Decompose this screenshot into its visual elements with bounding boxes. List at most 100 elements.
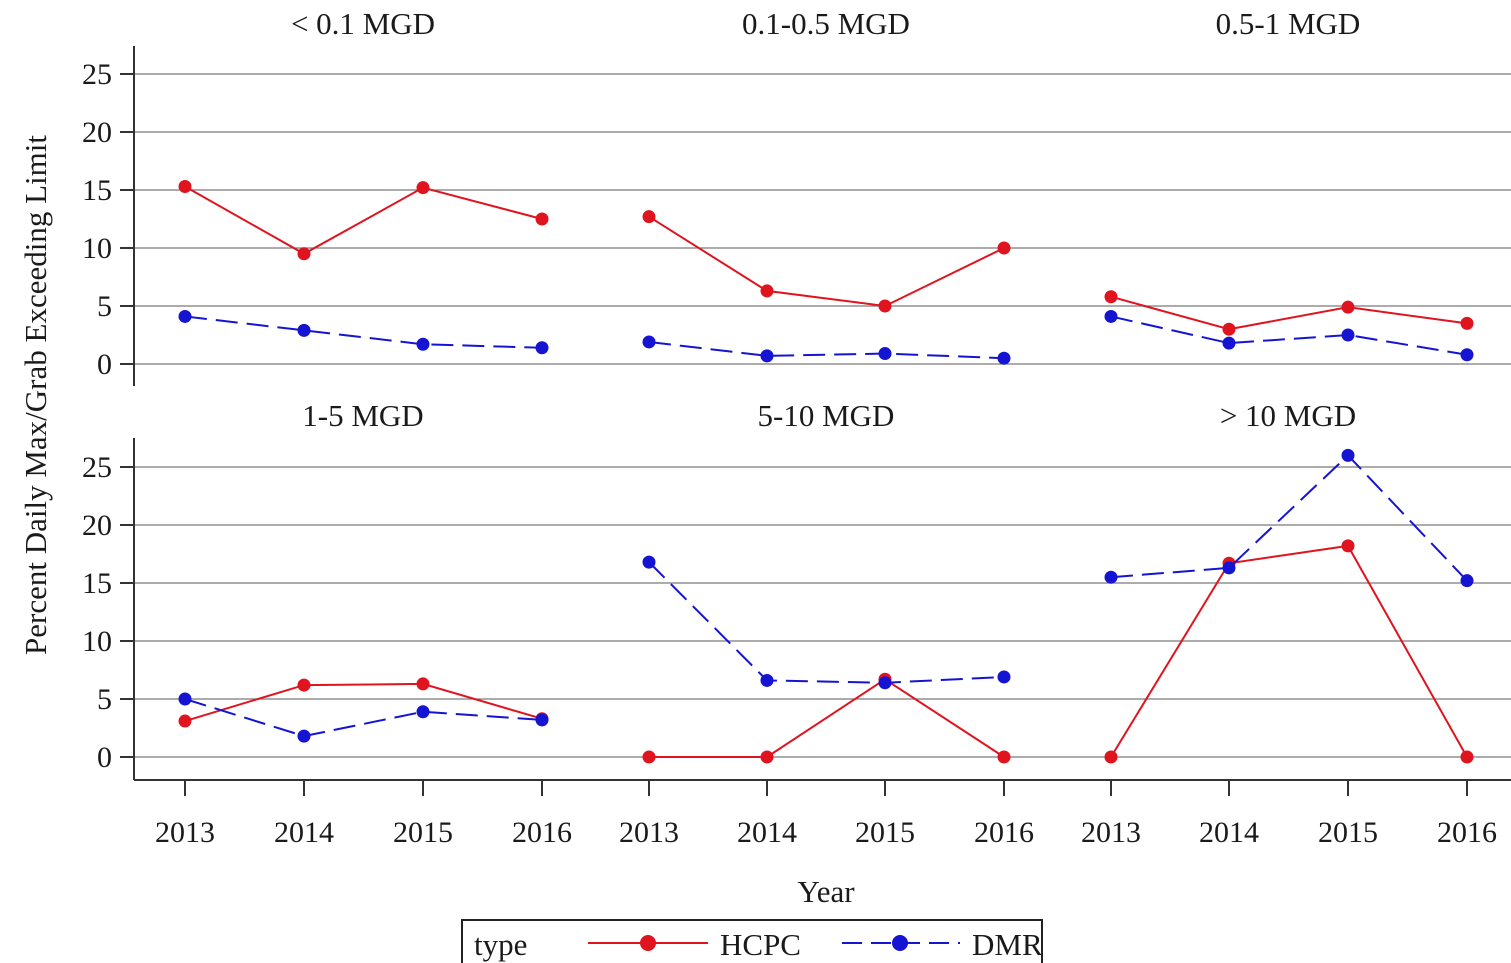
legend: type HCPC DMR (461, 919, 1043, 963)
data-point-dmr (178, 309, 192, 323)
panel-0-1-0-5-mgd: 0.1-0.5 MGD (642, 6, 1011, 365)
x-tick-label: 2013 (1081, 816, 1141, 849)
data-point-dmr (878, 347, 892, 361)
panel-0-5-1-mgd: 0.5-1 MGD (1104, 6, 1474, 362)
data-point-dmr (642, 555, 656, 569)
panels: 0 5 10 15 20 25 < 0.1 MGD 0.1-0.5 MGD 0.5-1 MGD 0… (82, 6, 1511, 849)
legend-marker-hcpc (640, 935, 656, 951)
data-point-dmr (1222, 561, 1236, 575)
panel-10-mgd: > 10 MGD (1104, 398, 1474, 764)
data-point-hcpc (1460, 750, 1474, 764)
data-point-hcpc (178, 180, 192, 194)
y-tick-label: 20 (82, 509, 112, 542)
legend-box (461, 919, 1043, 963)
legend-marker-dmr (892, 935, 908, 951)
x-tick-label: 2014 (274, 816, 334, 849)
x-tick-label: 2013 (619, 816, 679, 849)
series-line-hcpc (649, 678, 1005, 758)
y-tick-label: 0 (97, 741, 112, 774)
data-point-hcpc (642, 750, 656, 764)
x-axis-title: Year (797, 874, 855, 909)
data-point-hcpc (297, 247, 311, 261)
data-point-dmr (1104, 570, 1118, 584)
y-tick-label: 5 (97, 290, 112, 323)
data-point-hcpc (416, 677, 430, 691)
data-point-hcpc (1460, 316, 1474, 330)
panel-1-5-mgd: 1-5 MGD (178, 398, 549, 743)
panel-5-10-mgd: 5-10 MGD (642, 398, 1011, 764)
series-line-dmr (184, 698, 543, 738)
panel-0-1-mgd: < 0.1 MGD (178, 6, 549, 355)
data-point-dmr (297, 323, 311, 337)
y-tick-label: 15 (82, 567, 112, 600)
data-point-dmr (416, 705, 430, 719)
series-line-dmr (648, 340, 1005, 360)
panel-title: 1-5 MGD (302, 398, 423, 433)
y-tick-label: 10 (82, 232, 112, 265)
x-tick-label: 2016 (512, 816, 572, 849)
y-tick-label: 15 (82, 174, 112, 207)
data-point-hcpc (297, 678, 311, 692)
data-point-hcpc (1104, 750, 1118, 764)
data-point-hcpc (878, 299, 892, 313)
data-point-hcpc (1341, 539, 1355, 553)
series-line-hcpc (184, 185, 543, 255)
x-tick-label: 2015 (393, 816, 453, 849)
data-point-dmr (1222, 336, 1236, 350)
y-tick-label: 5 (97, 683, 112, 716)
x-tick-label: 2013 (155, 816, 215, 849)
data-point-hcpc (642, 210, 656, 224)
series-line-dmr (1110, 315, 1468, 356)
x-tick-label: 2016 (974, 816, 1034, 849)
data-point-dmr (1104, 309, 1118, 323)
series-line-dmr (184, 315, 543, 349)
series-line-hcpc (1110, 295, 1468, 331)
data-point-dmr (1460, 574, 1474, 588)
x-tick-label: 2016 (1437, 816, 1497, 849)
panel-title: 5-10 MGD (758, 398, 895, 433)
data-point-hcpc (1341, 300, 1355, 314)
data-point-dmr (535, 341, 549, 355)
series-line-hcpc (648, 215, 1005, 308)
legend-title: type (474, 927, 527, 962)
series-line-dmr (1110, 453, 1468, 582)
data-point-dmr (535, 713, 549, 727)
y-tick-label: 25 (82, 58, 112, 91)
data-point-hcpc (760, 750, 774, 764)
data-point-hcpc (760, 284, 774, 298)
data-point-hcpc (1222, 322, 1236, 336)
data-point-dmr (760, 349, 774, 363)
legend-label-hcpc: HCPC (720, 927, 801, 962)
x-tick-label: 2015 (855, 816, 915, 849)
data-point-dmr (997, 670, 1011, 684)
data-point-hcpc (997, 750, 1011, 764)
data-point-dmr (760, 673, 774, 687)
data-point-dmr (642, 335, 656, 349)
legend-label-dmr: DMR (972, 927, 1043, 962)
data-point-dmr (178, 692, 192, 706)
data-point-dmr (878, 676, 892, 690)
data-point-dmr (1341, 328, 1355, 342)
data-point-hcpc (416, 181, 430, 195)
y-tick-label: 10 (82, 625, 112, 658)
data-point-dmr (297, 729, 311, 743)
data-point-dmr (416, 337, 430, 351)
series-line-hcpc (1110, 544, 1468, 758)
data-point-hcpc (178, 714, 192, 728)
panel-title: > 10 MGD (1220, 398, 1356, 433)
series-line-dmr (648, 561, 1005, 684)
data-point-hcpc (997, 241, 1011, 255)
x-tick-label: 2014 (737, 816, 797, 849)
panel-title: 0.1-0.5 MGD (742, 6, 910, 41)
data-point-dmr (997, 351, 1011, 365)
data-point-hcpc (1104, 290, 1118, 304)
data-point-dmr (1341, 448, 1355, 462)
data-point-dmr (1460, 348, 1474, 362)
y-tick-label: 20 (82, 116, 112, 149)
series-line-hcpc (184, 682, 543, 722)
panel-title: 0.5-1 MGD (1216, 6, 1361, 41)
data-point-hcpc (535, 212, 549, 226)
y-tick-label: 0 (97, 348, 112, 381)
y-tick-label: 25 (82, 451, 112, 484)
